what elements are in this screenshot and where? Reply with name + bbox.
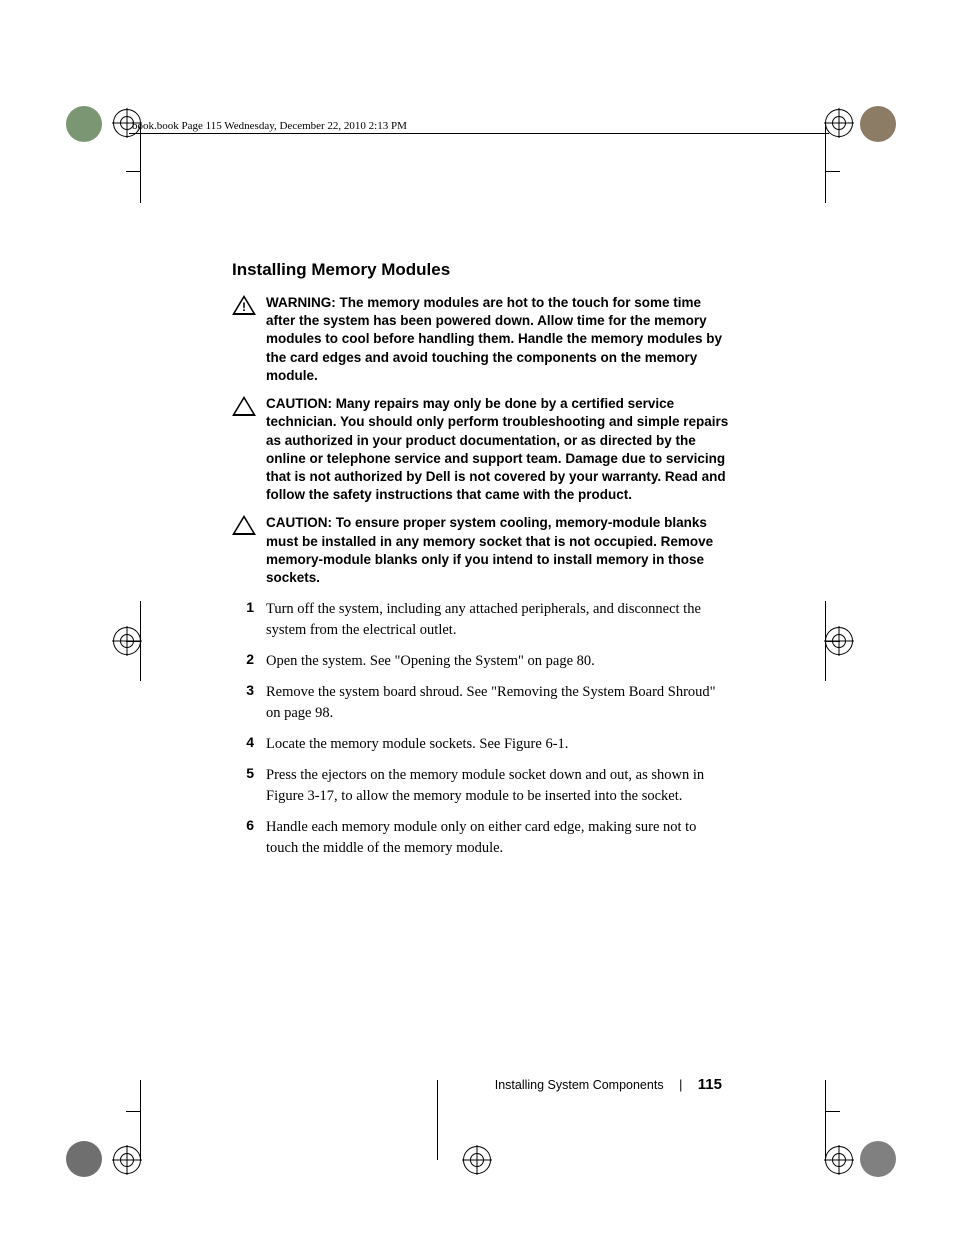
page-footer: Installing System Components | 115 (495, 1076, 722, 1093)
admon-label: CAUTION: (266, 515, 336, 530)
color-dot-br (860, 1141, 896, 1177)
step-number: 4 (232, 734, 266, 750)
frame-tick (826, 1111, 840, 1112)
frame-line (140, 1080, 141, 1160)
step-item: 1 Turn off the system, including any att… (232, 599, 729, 641)
frame-line (825, 123, 826, 203)
step-number: 6 (232, 817, 266, 833)
page-content: Installing Memory Modules ! WARNING: The… (232, 260, 729, 869)
admon-label: WARNING: (266, 295, 340, 310)
step-item: 3 Remove the system board shroud. See "R… (232, 682, 729, 724)
step-number: 1 (232, 599, 266, 615)
frame-line (140, 123, 141, 203)
step-text: Press the ejectors on the memory module … (266, 765, 729, 807)
steps-list: 1 Turn off the system, including any att… (232, 599, 729, 859)
reg-mark-mb (462, 1145, 492, 1175)
reg-mark-br (824, 1145, 854, 1175)
step-number: 3 (232, 682, 266, 698)
step-item: 6 Handle each memory module only on eith… (232, 817, 729, 859)
page-header: book.book Page 115 Wednesday, December 2… (132, 120, 407, 132)
section-title: Installing Memory Modules (232, 260, 729, 280)
footer-separator: | (667, 1078, 694, 1092)
frame-line (140, 601, 141, 681)
admon-body: Many repairs may only be done by a certi… (266, 396, 728, 502)
frame-tick (826, 171, 840, 172)
caution-icon (232, 515, 266, 537)
color-dot-tr (860, 106, 896, 142)
step-item: 2 Open the system. See "Opening the Syst… (232, 651, 729, 672)
admon-text: CAUTION: To ensure proper system cooling… (266, 514, 729, 587)
admon-label: CAUTION: (266, 396, 336, 411)
color-dot-bl (66, 1141, 102, 1177)
admon-text: CAUTION: Many repairs may only be done b… (266, 395, 729, 504)
warning-icon: ! (232, 295, 266, 317)
frame-tick (126, 641, 140, 642)
caution-icon (232, 396, 266, 418)
step-item: 4 Locate the memory module sockets. See … (232, 734, 729, 755)
step-text: Turn off the system, including any attac… (266, 599, 729, 641)
page-header-text: book.book Page 115 Wednesday, December 2… (132, 120, 407, 132)
footer-chapter: Installing System Components (495, 1078, 664, 1092)
frame-line (437, 1080, 438, 1160)
footer-page-number: 115 (698, 1076, 722, 1093)
frame-line (825, 1080, 826, 1160)
step-item: 5 Press the ejectors on the memory modul… (232, 765, 729, 807)
step-number: 2 (232, 651, 266, 667)
reg-mark-bl (112, 1145, 142, 1175)
admon-caution-2: CAUTION: To ensure proper system cooling… (232, 514, 729, 587)
frame-tick (126, 1111, 140, 1112)
frame-tick (126, 171, 140, 172)
admon-caution-1: CAUTION: Many repairs may only be done b… (232, 395, 729, 504)
step-text: Remove the system board shroud. See "Rem… (266, 682, 729, 724)
step-number: 5 (232, 765, 266, 781)
admon-warning: ! WARNING: The memory modules are hot to… (232, 294, 729, 385)
admon-text: WARNING: The memory modules are hot to t… (266, 294, 729, 385)
step-text: Locate the memory module sockets. See Fi… (266, 734, 568, 755)
color-dot-tl (66, 106, 102, 142)
step-text: Open the system. See "Opening the System… (266, 651, 595, 672)
frame-tick (826, 641, 840, 642)
step-text: Handle each memory module only on either… (266, 817, 729, 859)
header-rule (129, 133, 829, 134)
